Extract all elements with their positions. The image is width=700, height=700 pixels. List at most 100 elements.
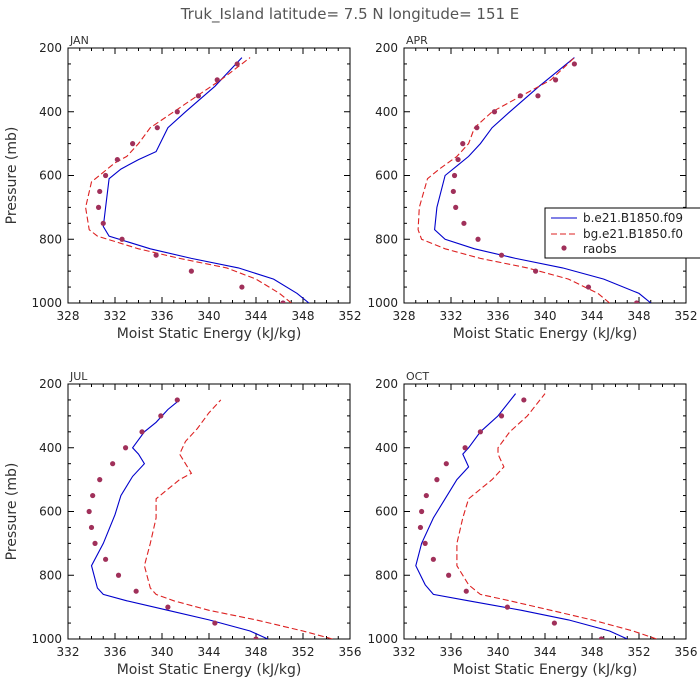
y-tick-label: 800 <box>375 232 398 246</box>
raobs-point <box>423 492 429 499</box>
raobs-point <box>417 524 424 531</box>
x-tick-label: 356 <box>339 645 362 659</box>
raobs-point <box>115 572 122 578</box>
raobs-point <box>195 93 202 99</box>
raobs-point <box>455 156 461 163</box>
raobs-point <box>552 77 559 83</box>
raobs-point <box>551 620 558 626</box>
y-tick-label: 400 <box>39 105 62 119</box>
raobs-point <box>585 284 592 290</box>
legend-entry: b.e21.B1850.f09 <box>583 211 683 225</box>
x-axis-label: Moist Static Energy (kJ/kg) <box>453 662 638 678</box>
panel-title-apr: APR <box>406 34 428 47</box>
y-tick-label: 200 <box>375 377 398 391</box>
panel-apr: APR 328 332 336 340 344 348 352 200 400 600 800 1000… <box>367 34 700 342</box>
figure-title: Truk_Island latitude= 7.5 N longitude= 1… <box>180 5 520 24</box>
y-tick-label: 600 <box>375 505 398 519</box>
x-axis-label: Moist Static Energy (kJ/kg) <box>117 662 302 678</box>
y-tick-label: 800 <box>39 232 62 246</box>
raobs-point <box>253 636 259 639</box>
x-tick-label: 356 <box>675 645 698 659</box>
series-line-bg-e21 <box>143 399 333 639</box>
raobs-point <box>133 588 139 594</box>
raobs-point <box>571 61 577 67</box>
raobs-point <box>443 461 449 467</box>
raobs-point <box>130 141 136 147</box>
x-tick-label: 348 <box>245 645 268 659</box>
panel-oct: OCT 332 336 340 344 348 352 356 200 400 600 800 1000… <box>367 370 697 678</box>
raobs-point <box>95 204 102 210</box>
plot-area <box>415 393 657 639</box>
raobs-point <box>153 252 159 258</box>
raobs-point <box>498 413 505 419</box>
legend-entry: raobs <box>583 242 617 256</box>
x-tick-label: 348 <box>292 309 315 323</box>
y-axis-label: Pressure (mb) <box>4 127 20 225</box>
raobs-point <box>92 540 98 546</box>
y-tick-label: 400 <box>375 441 398 455</box>
raobs-point <box>110 461 116 467</box>
series-line-b-e21 <box>102 57 310 303</box>
panel-title-jul: JUL <box>69 370 88 383</box>
raobs-point <box>154 125 160 131</box>
series-line-b-e21 <box>434 57 652 303</box>
y-tick-label: 1000 <box>31 632 62 646</box>
x-tick-label: 336 <box>440 645 463 659</box>
x-axis-label: Moist Static Energy (kJ/kg) <box>117 326 302 342</box>
series-line-bg-e21 <box>456 393 657 639</box>
raobs-point <box>174 109 180 115</box>
x-tick-label: 344 <box>534 645 557 659</box>
raobs-point <box>434 477 440 483</box>
raobs-point <box>535 93 541 99</box>
raobs-point <box>460 141 466 147</box>
plot-frame <box>403 383 687 640</box>
x-tick-label: 348 <box>581 645 604 659</box>
y-tick-label: 400 <box>375 105 398 119</box>
raobs-point <box>462 445 468 451</box>
y-tick-label: 800 <box>375 568 398 582</box>
x-tick-label: 352 <box>339 309 362 323</box>
raobs-point <box>165 604 171 610</box>
panel-title-oct: OCT <box>406 370 429 383</box>
raobs-point <box>86 508 92 515</box>
x-tick-label: 348 <box>628 309 651 323</box>
series-line-b-e21 <box>415 393 628 639</box>
y-tick-label: 200 <box>39 377 62 391</box>
x-tick-label: 340 <box>151 645 174 659</box>
raobs-point <box>103 172 109 179</box>
raobs-point <box>498 252 505 258</box>
raobs-point <box>477 429 483 435</box>
raobs-point <box>451 172 458 179</box>
raobs-point <box>419 508 425 515</box>
raobs-point <box>453 204 459 210</box>
series-line-bg-e21 <box>417 57 610 303</box>
x-tick-label: 328 <box>57 309 80 323</box>
plot-area <box>85 57 310 303</box>
raobs-point <box>422 540 428 546</box>
x-tick-label: 336 <box>487 309 510 323</box>
raobs-point <box>446 572 452 578</box>
x-tick-label: 332 <box>440 309 463 323</box>
x-tick-label: 352 <box>292 645 315 659</box>
raobs-point <box>533 268 539 274</box>
raobs-point <box>139 429 145 435</box>
raobs-point <box>214 77 220 83</box>
x-tick-label: 332 <box>393 645 416 659</box>
plot-frame <box>67 383 351 640</box>
raobs-point <box>174 397 180 403</box>
raobs-point <box>280 300 286 303</box>
raobs-point <box>97 477 103 483</box>
x-tick-label: 344 <box>581 309 604 323</box>
y-tick-label: 600 <box>375 169 398 183</box>
legend-swatch-raobs <box>561 245 567 251</box>
raobs-point <box>90 492 96 499</box>
plot-area <box>86 397 333 639</box>
raobs-point <box>188 268 194 274</box>
raobs-point <box>88 524 95 531</box>
raobs-point <box>504 604 510 610</box>
x-tick-label: 336 <box>151 309 174 323</box>
raobs-point <box>100 220 106 226</box>
raobs-point <box>474 125 480 131</box>
raobs-point <box>461 220 467 226</box>
